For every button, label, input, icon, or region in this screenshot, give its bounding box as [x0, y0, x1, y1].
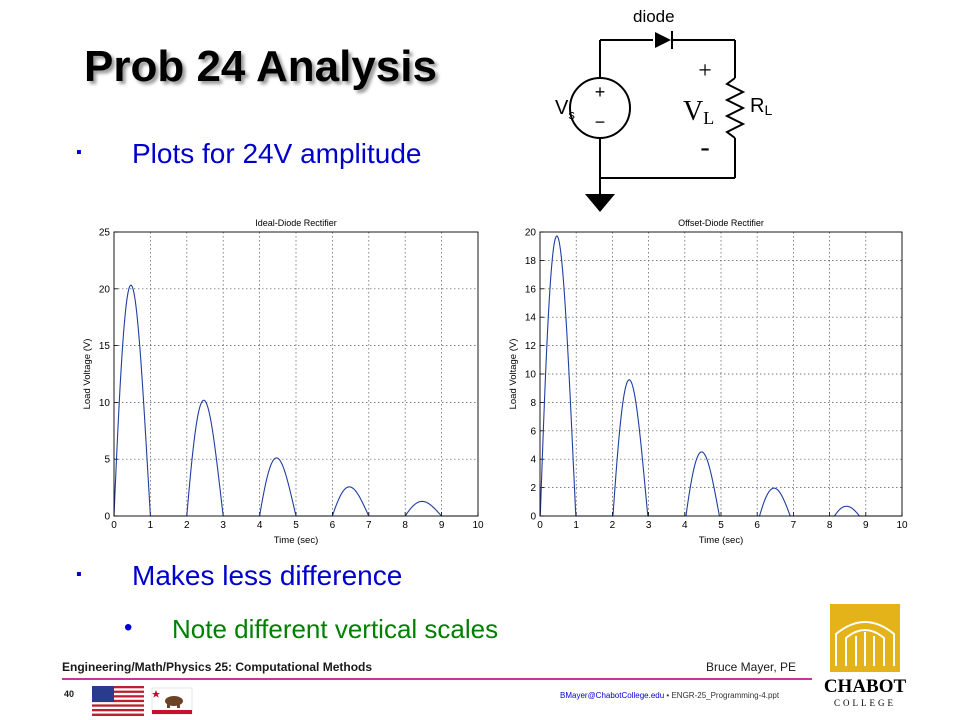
- bullet-plots-text: Plots for 24V amplitude: [132, 138, 422, 169]
- x-tick-label: 10: [896, 520, 908, 531]
- us-flag-icon: [92, 686, 144, 716]
- y-tick-label: 4: [530, 455, 536, 466]
- y-tick-label: 0: [104, 512, 110, 523]
- x-tick-label: 9: [863, 520, 869, 531]
- subbullet-marker: •: [124, 614, 133, 641]
- ideal-diode-chart: 0 1 2 3 4 5 6 7 8 9 10 0 5 10 15 20 25 Ideal-Diode Rectif…: [82, 218, 484, 546]
- y-tick-label: 18: [525, 256, 537, 267]
- logo-sub: COLLEGE: [834, 698, 896, 708]
- rl-label: RL: [750, 95, 772, 118]
- footer-contact: BMayer@ChabotCollege.edu • ENGR-25_Progr…: [560, 691, 779, 700]
- subbullet-vertical-scales: • Note different vertical scales: [124, 614, 498, 645]
- vl-label: VL: [683, 96, 714, 128]
- x-tick-label: 10: [472, 520, 484, 531]
- x-tick-label: 0: [537, 520, 543, 531]
- source-plus: +: [595, 82, 606, 102]
- x-tick-label: 9: [439, 520, 445, 531]
- bullet-less-difference: ▪ Makes less difference: [76, 560, 402, 592]
- x-tick-label: 3: [220, 520, 226, 531]
- chart-title: Offset-Diode Rectifier: [678, 218, 764, 228]
- plot-frame: [539, 231, 903, 517]
- x-tick-label: 1: [573, 520, 579, 531]
- x-tick-label: 0: [111, 520, 117, 531]
- chart-title: Ideal-Diode Rectifier: [255, 218, 337, 228]
- plot-frame: [113, 231, 479, 517]
- footer-course: Engineering/Math/Physics 25: Computation…: [62, 660, 373, 674]
- y-tick-label: 14: [525, 313, 537, 324]
- y-tick-label: 25: [99, 228, 111, 239]
- x-axis-label: Time (sec): [699, 535, 744, 546]
- voltage-source: + −: [569, 77, 631, 139]
- x-tick-label: 2: [184, 520, 190, 531]
- footer-separator: •: [666, 691, 670, 700]
- y-tick-label: 5: [104, 455, 110, 466]
- subbullet-text: Note different vertical scales: [172, 614, 499, 644]
- x-axis-label: Time (sec): [274, 535, 319, 546]
- source-minus: −: [595, 112, 606, 132]
- vl-minus: -: [700, 132, 709, 163]
- x-tick-label: 7: [791, 520, 797, 531]
- y-tick-label: 12: [525, 341, 537, 352]
- y-axis-label: Load Voltage (V): [82, 339, 93, 410]
- y-tick-label: 6: [530, 426, 536, 437]
- y-tick-label: 10: [525, 370, 537, 381]
- offset-diode-chart: 0 1 2 3 4 5 6 7 8 9 1002468101214161820Offset-Diod…: [508, 218, 908, 546]
- slide-number: 40: [64, 689, 75, 699]
- x-tick-label: 6: [754, 520, 760, 531]
- bullet-marker: ▪: [76, 566, 82, 583]
- source-label: Vs: [555, 97, 575, 122]
- bullet-plots: ▪ Plots for 24V amplitude: [76, 138, 422, 170]
- footer-email[interactable]: BMayer@ChabotCollege.edu: [560, 691, 665, 700]
- y-tick-label: 16: [525, 284, 537, 295]
- chabot-college-logo: CHABOT COLLEGE: [824, 604, 907, 708]
- x-tick-label: 5: [293, 520, 299, 531]
- ground-symbol: [585, 194, 615, 212]
- x-tick-label: 5: [718, 520, 724, 531]
- x-tick-label: 8: [827, 520, 833, 531]
- footer-divider: [62, 678, 812, 680]
- y-tick-label: 10: [99, 398, 111, 409]
- x-tick-label: 8: [402, 520, 408, 531]
- slide-title: Prob 24 Analysis: [84, 42, 437, 91]
- y-tick-label: 0: [530, 512, 536, 523]
- y-tick-label: 15: [99, 341, 111, 352]
- y-axis-label: Load Voltage (V): [508, 339, 519, 410]
- x-tick-label: 4: [682, 520, 688, 531]
- y-tick-label: 8: [530, 398, 536, 409]
- bullet-less-difference-text: Makes less difference: [132, 560, 403, 591]
- x-tick-label: 3: [646, 520, 652, 531]
- footer-filename: ENGR-25_Programming-4.ppt: [671, 691, 780, 700]
- x-tick-label: 7: [366, 520, 372, 531]
- bullet-marker: ▪: [76, 144, 82, 161]
- x-tick-label: 6: [330, 520, 336, 531]
- y-tick-label: 20: [99, 284, 111, 295]
- footer-author: Bruce Mayer, PE: [706, 660, 797, 674]
- circuit-diagram: diode + − Vs RL + VL -: [555, 7, 772, 212]
- x-tick-label: 2: [610, 520, 616, 531]
- california-flag-icon: [151, 687, 193, 715]
- x-tick-label: 1: [148, 520, 154, 531]
- diode-label: diode: [633, 7, 675, 26]
- x-tick-label: 4: [257, 520, 263, 531]
- logo-name: CHABOT: [824, 676, 907, 697]
- diode-symbol: [655, 31, 673, 49]
- y-tick-label: 20: [525, 228, 537, 239]
- y-tick-label: 2: [530, 483, 536, 494]
- resistor-symbol: [724, 77, 746, 139]
- vl-plus: +: [698, 58, 712, 84]
